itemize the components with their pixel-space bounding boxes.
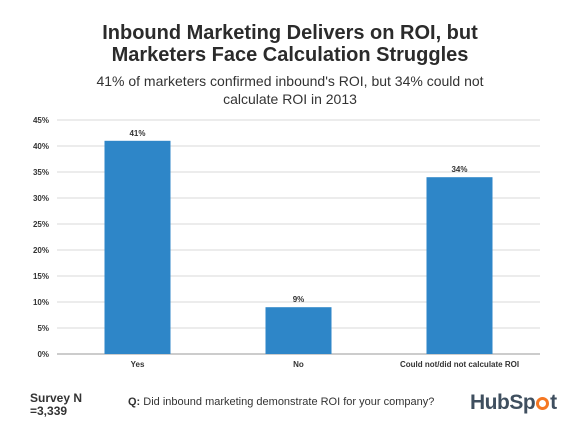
bar	[104, 140, 171, 354]
bar	[265, 307, 332, 354]
chart-subtitle-line1: 41% of marketers confirmed inbound's ROI…	[96, 73, 484, 89]
x-tick-label: Yes	[131, 360, 145, 369]
y-tick-label: 35%	[33, 168, 49, 177]
x-tick-label: Could not/did not calculate ROI	[400, 360, 519, 369]
question-prefix: Q:	[128, 396, 141, 408]
y-tick-label: 5%	[37, 324, 49, 333]
chart-title-line1: Inbound Marketing Delivers on ROI, but	[102, 22, 478, 44]
y-tick-label: 25%	[33, 220, 49, 229]
data-label: 9%	[293, 295, 305, 304]
y-tick-label: 40%	[33, 142, 49, 151]
survey-n-line2: =3,339	[30, 404, 68, 418]
y-tick-label: 10%	[33, 298, 49, 307]
y-tick-label: 20%	[33, 246, 49, 255]
logo-text-left: HubSp	[470, 391, 536, 414]
y-tick-label: 30%	[33, 194, 49, 203]
y-tick-label: 45%	[33, 116, 49, 125]
question-text: Did inbound marketing demonstrate ROI fo…	[143, 396, 435, 408]
survey-n: Survey N =3,339	[30, 392, 82, 418]
y-tick-label: 15%	[33, 272, 49, 281]
bar-chart: 0% 5% 10% 15% 20% 25% 30% 35% 40% 45% 41% Yes 9% No 34…	[33, 116, 540, 369]
y-tick-label: 0%	[37, 350, 49, 359]
chart-subtitle: 41% of marketers confirmed inbound's ROI…	[40, 72, 540, 108]
bar	[426, 177, 493, 354]
survey-question: Q: Did inbound marketing demonstrate ROI…	[128, 396, 434, 408]
chart-title: Inbound Marketing Delivers on ROI, but M…	[0, 22, 580, 66]
chart-title-line2: Marketers Face Calculation Struggles	[111, 44, 469, 66]
sprocket-icon	[536, 397, 550, 410]
data-label: 34%	[451, 165, 467, 174]
hubspot-logo: HubSp t	[470, 391, 557, 415]
data-label: 41%	[129, 129, 145, 138]
x-tick-label: No	[293, 360, 304, 369]
survey-n-line1: Survey N	[30, 391, 83, 405]
chart-subtitle-line2: calculate ROI in 2013	[223, 91, 357, 107]
logo-text-right: t	[550, 391, 557, 414]
